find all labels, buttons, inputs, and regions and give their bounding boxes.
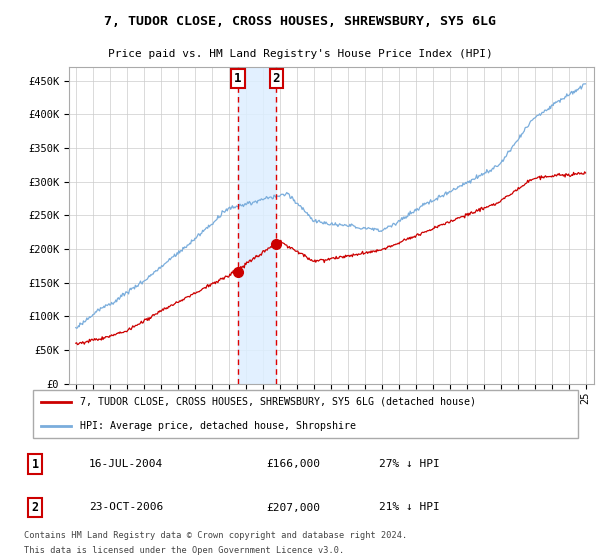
Text: Contains HM Land Registry data © Crown copyright and database right 2024.: Contains HM Land Registry data © Crown c… [24, 531, 407, 540]
Text: 21% ↓ HPI: 21% ↓ HPI [379, 502, 440, 512]
Text: 1: 1 [32, 458, 39, 470]
Text: 23-OCT-2006: 23-OCT-2006 [89, 502, 163, 512]
Text: 2: 2 [273, 72, 280, 85]
Text: 1: 1 [234, 72, 242, 85]
Text: £207,000: £207,000 [266, 502, 320, 512]
Text: HPI: Average price, detached house, Shropshire: HPI: Average price, detached house, Shro… [80, 421, 356, 431]
Bar [238, 67, 277, 384]
Text: Price paid vs. HM Land Registry's House Price Index (HPI): Price paid vs. HM Land Registry's House … [107, 49, 493, 59]
FancyBboxPatch shape [33, 390, 578, 437]
Text: 16-JUL-2004: 16-JUL-2004 [89, 459, 163, 469]
Text: 7, TUDOR CLOSE, CROSS HOUSES, SHREWSBURY, SY5 6LG: 7, TUDOR CLOSE, CROSS HOUSES, SHREWSBURY… [104, 15, 496, 28]
Text: 27% ↓ HPI: 27% ↓ HPI [379, 459, 440, 469]
Text: 7, TUDOR CLOSE, CROSS HOUSES, SHREWSBURY, SY5 6LG (detached house): 7, TUDOR CLOSE, CROSS HOUSES, SHREWSBURY… [80, 397, 476, 407]
Text: This data is licensed under the Open Government Licence v3.0.: This data is licensed under the Open Gov… [24, 546, 344, 555]
Text: 2: 2 [32, 501, 39, 514]
Text: £166,000: £166,000 [266, 459, 320, 469]
